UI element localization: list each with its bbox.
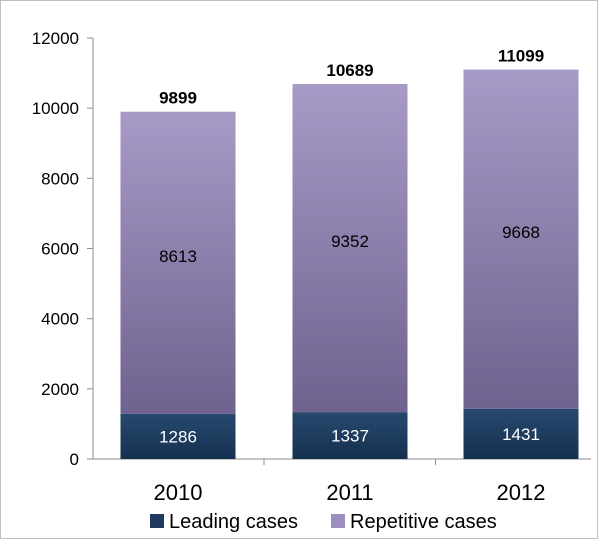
x-category-label: 2011	[326, 480, 373, 505]
repetitive-value-label: 8613	[159, 247, 197, 266]
legend-label-leading-cases: Leading cases	[169, 511, 298, 533]
legend-swatch-repetitive-cases	[331, 514, 345, 528]
bar-leading-cases	[120, 413, 236, 459]
bar-leading-cases	[463, 408, 579, 459]
y-tick-label: 2000	[41, 380, 79, 399]
total-value-label: 11099	[498, 47, 544, 66]
y-tick-label: 12000	[32, 29, 79, 48]
repetitive-value-label: 9352	[331, 232, 369, 251]
total-value-label: 10689	[326, 61, 373, 80]
bar-repetitive-cases	[292, 83, 408, 413]
legend-layer: Leading cases Repetitive cases	[150, 511, 497, 533]
repetitive-value-label: 9668	[502, 223, 540, 242]
leading-value-label: 1286	[159, 427, 197, 446]
leading-value-label: 1431	[502, 425, 540, 444]
total-value-label: 9899	[159, 89, 197, 108]
x-category-label: 2012	[497, 480, 546, 505]
x-category-label: 2010	[154, 480, 203, 505]
bar-repetitive-cases	[120, 111, 236, 414]
y-tick-label: 8000	[41, 169, 79, 188]
axes-layer: 0 2000 4000 6000 8000 10000 12000	[32, 29, 591, 469]
y-tick-label: 4000	[41, 310, 79, 329]
bar-leading-cases	[292, 412, 408, 459]
labels-layer: 1286 8613 9899 2010 1337 9352 10689 2011 1431 966…	[154, 47, 546, 505]
bar-repetitive-cases	[463, 69, 579, 409]
legend-swatch-leading-cases	[150, 514, 164, 528]
bars-layer	[120, 69, 579, 459]
y-tick-label: 0	[70, 450, 79, 469]
y-tick-label: 10000	[32, 99, 79, 118]
legend-label-repetitive-cases: Repetitive cases	[350, 511, 497, 533]
y-tick-label: 6000	[41, 240, 79, 259]
leading-value-label: 1337	[331, 427, 369, 446]
